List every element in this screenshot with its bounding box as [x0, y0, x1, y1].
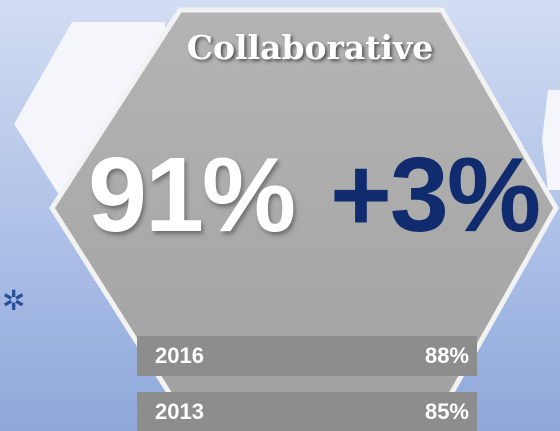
change-value: +3%	[330, 136, 541, 254]
row: 2016 88%	[137, 336, 477, 376]
row-value: 88%	[424, 343, 469, 368]
icon: ✲	[2, 284, 25, 317]
title: Collaborative	[186, 28, 434, 67]
row: 2013 85%	[137, 392, 477, 431]
main-value: 91%	[88, 136, 296, 254]
row-year: 2016	[155, 343, 204, 368]
side-hexagon	[542, 90, 560, 190]
row-year: 2013	[155, 399, 204, 424]
row-value: 85%	[424, 399, 469, 424]
